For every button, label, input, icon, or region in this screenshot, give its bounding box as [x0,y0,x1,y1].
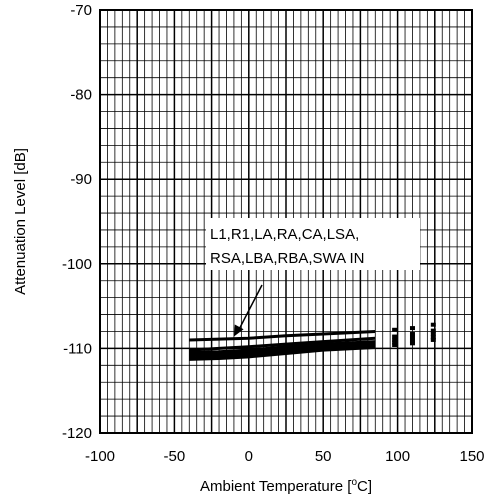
series-line-4 [189,342,376,357]
y-tick-label: -70 [70,2,92,19]
data-point [430,322,436,327]
annotation-arrow-head [233,324,244,337]
x-axis-label-end: C] [357,478,372,495]
annotation-box [206,218,420,270]
x-axis-label-sup: o [351,477,357,488]
x-tick-label: -100 [85,448,115,465]
y-tick-label: -80 [70,87,92,104]
x-tick-label: 150 [459,448,484,465]
y-tick-label: -100 [62,256,92,273]
x-axis-label-main: Ambient Temperature [ [200,478,352,495]
annotation: L1,R1,LA,RA,CA,LSA, RSA,LBA,RBA,SWA IN [206,218,420,337]
x-tick-label: 0 [245,448,253,465]
data-point [409,338,415,343]
data-point [392,343,398,348]
annotation-arrow [237,284,263,332]
annotation-line-2: RSA,LBA,RBA,SWA IN [210,250,365,267]
series-line-1 [189,329,376,342]
x-tick-label: -50 [164,448,186,465]
series-group [189,322,436,361]
y-tick-labels: -120 -110 -100 -90 -80 -70 [62,2,92,442]
data-point [392,334,398,339]
data-point [409,326,415,331]
plot-frame [99,9,473,434]
data-point [430,335,436,340]
y-tick-label: -90 [70,171,92,188]
data-point [430,332,436,337]
x-tick-label: 100 [385,448,410,465]
data-point [409,341,415,346]
x-tick-label: 50 [315,448,332,465]
data-point [409,332,415,337]
annotation-line-1: L1,R1,LA,RA,CA,LSA, [210,226,359,243]
x-tick-labels: -100 -50 0 50 100 150 [85,448,485,465]
data-point [430,328,436,333]
series-line-6 [189,346,376,361]
y-tick-label: -110 [63,340,92,357]
series-line-3 [189,340,376,355]
x-axis-label: Ambient Temperature [oC] [200,477,372,495]
data-point [392,340,398,345]
data-point [430,337,436,342]
series-line-2 [189,336,376,352]
data-point [392,327,398,332]
series-line-5 [189,344,376,360]
y-tick-label: -120 [62,425,92,442]
data-point [409,335,415,340]
y-axis-label: Attenuation Level [dB] [12,148,29,295]
data-point [392,337,398,342]
